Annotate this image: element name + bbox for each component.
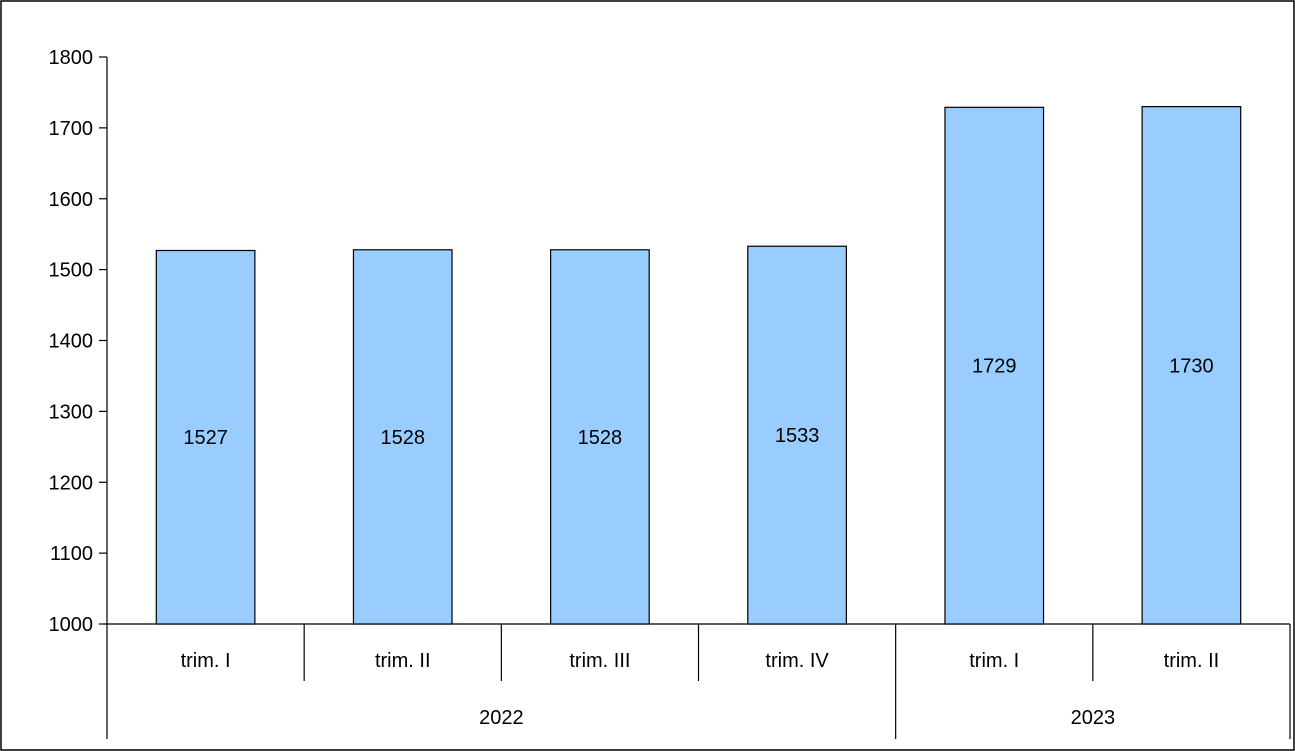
y-axis: 1000 1100 1200 1300 1400 1500 1600 1700 1800 — [49, 47, 108, 636]
y-tick-label: 1400 — [49, 331, 94, 353]
y-tick-label: 1000 — [49, 614, 94, 636]
x-axis: trim. I trim. II trim. III trim. IV trim. I t… — [106, 623, 1291, 739]
x-group-label: 2023 — [1071, 707, 1116, 729]
y-tick-label: 1200 — [49, 472, 94, 494]
y-tick-label: 1100 — [50, 543, 93, 565]
x-tick-label: trim. I — [969, 650, 1019, 672]
bar-data-label: 1528 — [381, 427, 426, 449]
bar-data-label: 1528 — [578, 427, 623, 449]
x-tick-label: trim. III — [569, 650, 630, 672]
x-tick-label: trim. I — [181, 650, 231, 672]
x-tick-label: trim. IV — [765, 650, 829, 672]
y-tick-label: 1600 — [49, 189, 94, 211]
bar-data-label: 1729 — [972, 356, 1017, 378]
bar — [550, 249, 650, 625]
bar — [747, 245, 847, 625]
bar — [352, 249, 453, 625]
x-tick-label: trim. II — [375, 650, 431, 672]
bar-data-label: 1533 — [775, 425, 820, 447]
data-labels-group: 1527 1528 1528 1533 1729 1730 — [183, 355, 1213, 449]
y-tick-label: 1700 — [49, 118, 94, 140]
y-tick-label: 1300 — [49, 401, 94, 423]
y-tick-label: 1800 — [49, 47, 94, 69]
bar — [944, 106, 1045, 625]
bar-data-label: 1730 — [1169, 355, 1214, 377]
x-tick-label: trim. II — [1164, 650, 1220, 672]
y-tick-label: 1500 — [49, 260, 94, 282]
bar-data-label: 1527 — [183, 427, 228, 449]
bar — [1141, 106, 1242, 625]
x-group-label: 2022 — [479, 707, 524, 729]
bar — [155, 249, 256, 625]
bars-group — [155, 106, 1242, 625]
